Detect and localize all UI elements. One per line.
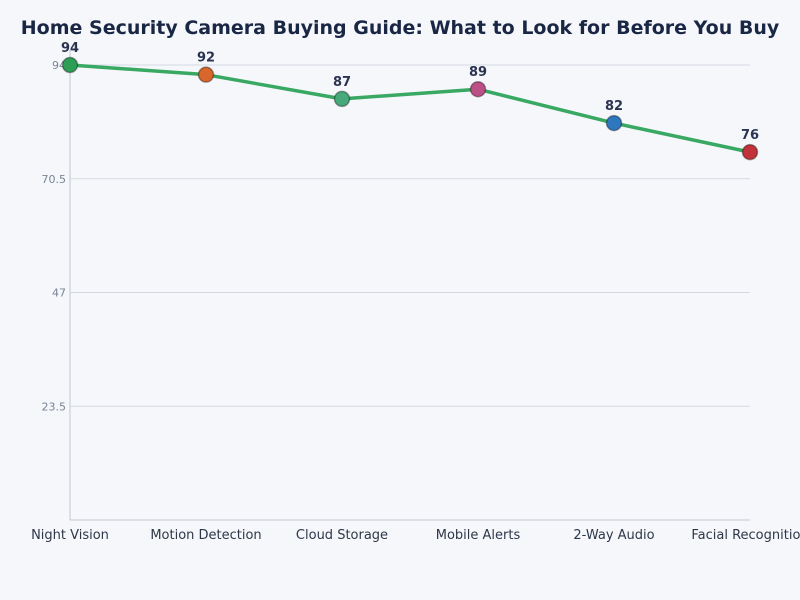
data-point [197,66,215,83]
x-tick-label: Cloud Storage [296,528,388,543]
data-label: 92 [197,51,215,66]
chart-title: Home Security Camera Buying Guide: What … [21,17,780,39]
data-label: 87 [333,75,351,90]
data-label: 94 [61,41,79,56]
data-point [333,90,351,108]
x-tick-label: Night Vision [31,528,109,543]
data-label: 76 [741,128,759,143]
y-tick-label: 70.5 [42,173,67,186]
data-label: 89 [469,65,487,80]
y-tick-label: 94 [52,59,66,72]
series-line [69,63,751,154]
data-point [469,80,487,98]
y-tick-label: 23.5 [42,400,67,413]
x-tick-label: 2-Way Audio [573,528,654,543]
x-tick-label: Motion Detection [150,528,261,543]
data-label: 82 [605,99,623,114]
x-tick-label: Facial Recognition [691,528,800,543]
data-point [741,143,759,161]
x-tick-label: Mobile Alerts [436,528,521,543]
data-point [61,56,79,74]
data-point [605,114,623,132]
y-tick-label: 47 [52,287,66,300]
